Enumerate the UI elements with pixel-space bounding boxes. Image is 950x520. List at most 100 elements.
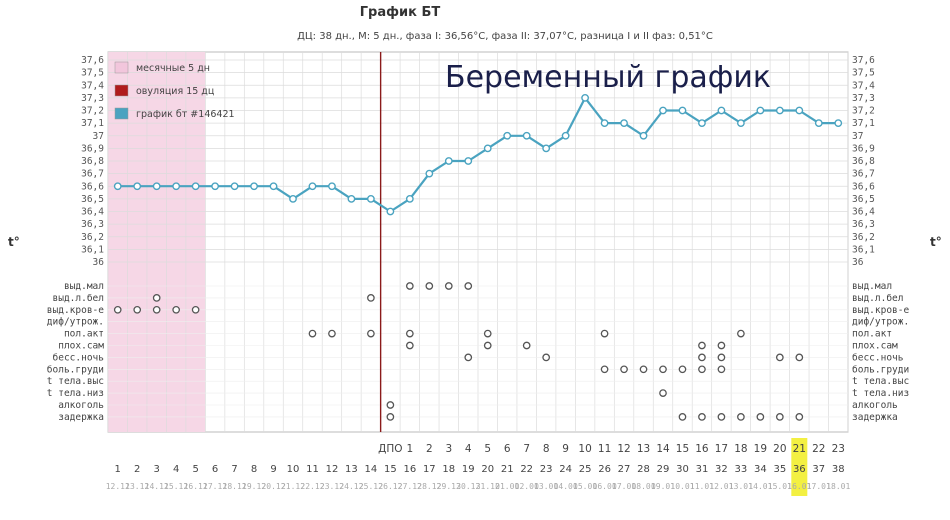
temperature-point [405, 194, 414, 203]
row-label-right: алкоголь [852, 400, 898, 411]
dpo-day-label: 1 [406, 443, 413, 455]
temperature-point [503, 131, 512, 140]
cycle-day-label: 10 [287, 464, 300, 475]
cycle-day-label: 25 [579, 464, 592, 475]
temperature-point [211, 182, 220, 191]
date-label: 15.12 [164, 482, 188, 491]
date-label: 14.01 [748, 482, 772, 491]
symptom-mark [308, 329, 317, 338]
cycle-day-label: 30 [676, 464, 689, 475]
symptom-mark [620, 365, 628, 374]
symptom-mark [405, 329, 414, 338]
symptom-mark [191, 305, 200, 314]
date-label: 29.12 [437, 482, 461, 491]
symptom-mark [678, 413, 687, 421]
y-tick-label-left: 37,6 [81, 55, 104, 66]
symptom-mark [737, 329, 745, 338]
symptom-mark [522, 341, 531, 350]
y-tick-label-left: 36,7 [81, 169, 104, 180]
chart-title: График БТ [360, 5, 441, 20]
temperature-point [561, 131, 570, 140]
y-tick-label-left: 36,5 [81, 194, 104, 205]
date-label: 13.12 [125, 482, 149, 491]
row-label-left: алкоголь [58, 400, 104, 411]
y-tick-label-left: 37,2 [81, 106, 104, 117]
symptom-mark [483, 341, 492, 350]
overlay-caption: Беременный график [445, 60, 771, 95]
y-tick-label-left: 36,6 [81, 181, 104, 192]
legend-label: график бт #146421 [136, 109, 235, 120]
symptom-mark [542, 353, 551, 362]
y-tick-label-right: 36,5 [852, 194, 875, 205]
symptom-mark [795, 353, 804, 362]
cycle-day-label: 12 [326, 464, 339, 475]
cycle-day-label: 13 [345, 464, 358, 475]
y-tick-label-left: 36 [93, 257, 105, 268]
date-label: 20.12 [261, 482, 285, 491]
cycle-day-label: 37 [812, 464, 825, 475]
row-label-left: диф/утрож. [47, 317, 104, 328]
date-label: 23.12 [320, 482, 344, 491]
symptom-mark [775, 413, 784, 421]
cycle-day-label: 3 [153, 464, 159, 475]
t-symbol-right: t° [930, 235, 942, 249]
symptom-mark [698, 353, 706, 362]
cycle-day-label: 11 [306, 464, 319, 475]
symptom-mark [113, 305, 122, 314]
temperature-point [698, 119, 706, 128]
symptom-mark [756, 413, 765, 421]
date-label: 21.12 [281, 482, 305, 491]
symptom-mark [659, 365, 667, 374]
date-label: 28.12 [417, 482, 441, 491]
cycle-day-label: 2 [134, 464, 140, 475]
symptom-mark [717, 365, 726, 374]
dpo-day-label: 11 [598, 443, 611, 455]
row-label-right: выд.кров-е [852, 305, 909, 316]
temperature-point [814, 119, 823, 128]
cycle-day-label: 21 [501, 464, 514, 475]
y-tick-label-right: 37,3 [852, 93, 875, 104]
date-label: 26.12 [378, 482, 402, 491]
dpo-day-label: 5 [484, 443, 491, 455]
dpo-day-label: 8 [543, 443, 550, 455]
dpo-day-label: 14 [656, 443, 670, 455]
symptom-mark [405, 282, 414, 290]
y-tick-label-right: 37,1 [852, 118, 875, 129]
cycle-day-label: 29 [657, 464, 670, 475]
cycle-day-label: 6 [212, 464, 218, 475]
symptom-mark [444, 282, 453, 290]
dpo-day-label: 22 [812, 443, 825, 455]
date-label: 27.12 [398, 482, 422, 491]
symptom-mark [386, 413, 395, 421]
date-label: 17.01 [807, 482, 831, 491]
y-tick-label-left: 37,3 [81, 93, 104, 104]
symptom-mark [698, 413, 706, 421]
date-label: 31.12 [476, 482, 500, 491]
temperature-point [289, 194, 297, 203]
symptom-mark [328, 329, 336, 338]
temperature-point [444, 157, 453, 165]
y-tick-label-left: 36,1 [81, 244, 104, 255]
date-label: 10.01 [670, 482, 694, 491]
y-tick-label-left: 36,8 [81, 156, 104, 167]
date-label: 22.12 [300, 482, 324, 491]
symptom-mark [405, 341, 414, 350]
y-tick-label-left: 36,4 [81, 207, 104, 218]
date-label: 01.01 [495, 482, 519, 491]
temperature-point [542, 144, 551, 153]
y-tick-label-right: 37,6 [852, 55, 875, 66]
symptom-mark [464, 353, 473, 362]
cycle-day-label: 24 [559, 464, 572, 475]
symptom-mark [425, 282, 434, 290]
symptom-mark [152, 305, 161, 314]
row-label-left: боль.груди [47, 364, 104, 375]
dpo-label: ДПО [378, 443, 402, 455]
dpo-day-label: 12 [617, 443, 630, 455]
date-label: 11.01 [690, 482, 714, 491]
temperature-point [230, 182, 239, 191]
y-tick-label-left: 36,9 [81, 143, 104, 154]
legend-swatch [114, 84, 129, 97]
symptom-mark [795, 413, 804, 421]
date-label: 09.01 [651, 482, 675, 491]
y-tick-label-right: 37,5 [852, 68, 875, 79]
